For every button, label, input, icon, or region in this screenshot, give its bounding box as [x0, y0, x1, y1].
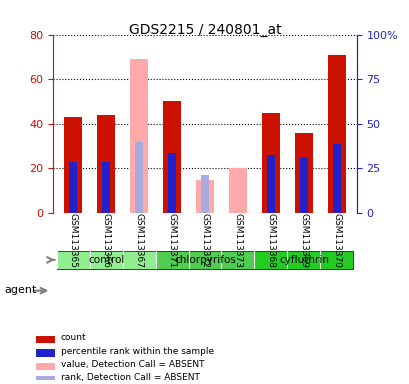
- Bar: [294, 133, 312, 213]
- Text: GDS2215 / 240801_at: GDS2215 / 240801_at: [128, 23, 281, 37]
- Text: GSM113369: GSM113369: [299, 213, 308, 268]
- Bar: [135, 142, 142, 213]
- FancyBboxPatch shape: [155, 251, 254, 269]
- Bar: [332, 144, 340, 213]
- Text: GSM113373: GSM113373: [233, 213, 242, 268]
- Text: GSM113372: GSM113372: [200, 213, 209, 268]
- Text: GSM113367: GSM113367: [134, 213, 143, 268]
- Text: cyfluthrin: cyfluthrin: [278, 255, 328, 265]
- Text: rank, Detection Call = ABSENT: rank, Detection Call = ABSENT: [61, 373, 199, 382]
- Text: agent: agent: [4, 285, 36, 295]
- Bar: [36, 362, 55, 370]
- Bar: [299, 157, 307, 213]
- Bar: [162, 101, 181, 213]
- Bar: [267, 155, 274, 213]
- FancyBboxPatch shape: [254, 251, 353, 269]
- Text: GSM113368: GSM113368: [266, 213, 275, 268]
- Text: percentile rank within the sample: percentile rank within the sample: [61, 347, 213, 356]
- Text: count: count: [61, 333, 86, 342]
- Text: GSM113371: GSM113371: [167, 213, 176, 268]
- Text: GSM113365: GSM113365: [68, 213, 77, 268]
- Bar: [168, 153, 175, 213]
- Bar: [36, 376, 55, 383]
- Bar: [64, 117, 82, 213]
- Bar: [36, 349, 55, 357]
- Text: GSM113366: GSM113366: [101, 213, 110, 268]
- Bar: [196, 180, 213, 213]
- Text: control: control: [88, 255, 124, 265]
- Bar: [327, 55, 345, 213]
- Bar: [97, 115, 115, 213]
- Bar: [228, 169, 247, 213]
- Text: GSM113370: GSM113370: [332, 213, 341, 268]
- Text: chlorpyrifos: chlorpyrifos: [174, 255, 235, 265]
- FancyBboxPatch shape: [56, 251, 155, 269]
- Bar: [69, 162, 77, 213]
- Bar: [201, 175, 208, 213]
- Bar: [36, 336, 55, 343]
- Text: value, Detection Call = ABSENT: value, Detection Call = ABSENT: [61, 360, 204, 369]
- Bar: [261, 113, 279, 213]
- Bar: [102, 162, 110, 213]
- Bar: [130, 59, 148, 213]
